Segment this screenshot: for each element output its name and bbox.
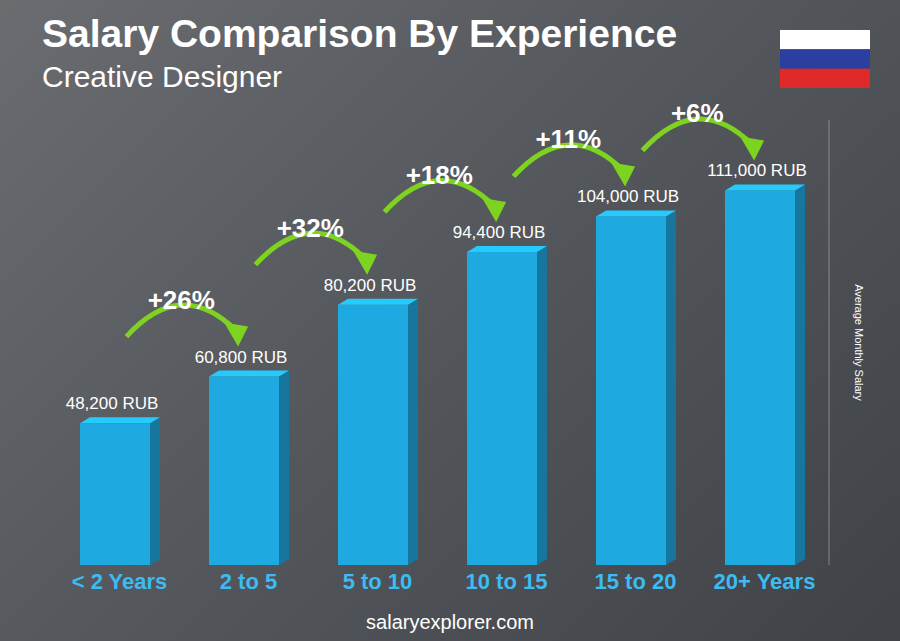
svg-text:5 to 10: 5 to 10 [343,569,413,594]
svg-text:< 2 Years: < 2 Years [72,569,168,594]
html-text:salaryexplorer.com: salaryexplorer.com [366,611,534,633]
svg-text:+26%: +26% [148,285,215,315]
svg-text:+6%: +6% [671,98,724,128]
html-text:Creative Designer: Creative Designer [42,60,283,93]
svg-text:104,000 RUB: 104,000 RUB [577,187,679,206]
svg-text:15 to 20: 15 to 20 [595,569,677,594]
svg-text:10 to 15: 10 to 15 [466,569,548,594]
svg-text:111,000 RUB: 111,000 RUB [707,161,807,180]
svg-text:94,400 RUB: 94,400 RUB [453,223,546,242]
svg-text:+18%: +18% [406,160,473,190]
svg-text:2 to 5: 2 to 5 [220,569,277,594]
svg-text:Average Monthly Salary: Average Monthly Salary [853,284,865,401]
svg-text:60,800 RUB: 60,800 RUB [195,348,288,367]
svg-text:80,200 RUB: 80,200 RUB [324,276,417,295]
svg-text:48,200 RUB: 48,200 RUB [66,394,159,413]
svg-text:+32%: +32% [277,213,344,243]
html-text:Salary Comparison By Experienc: Salary Comparison By Experience [42,12,678,55]
svg-text:+11%: +11% [535,124,601,154]
svg-text:20+ Years: 20+ Years [714,569,816,594]
